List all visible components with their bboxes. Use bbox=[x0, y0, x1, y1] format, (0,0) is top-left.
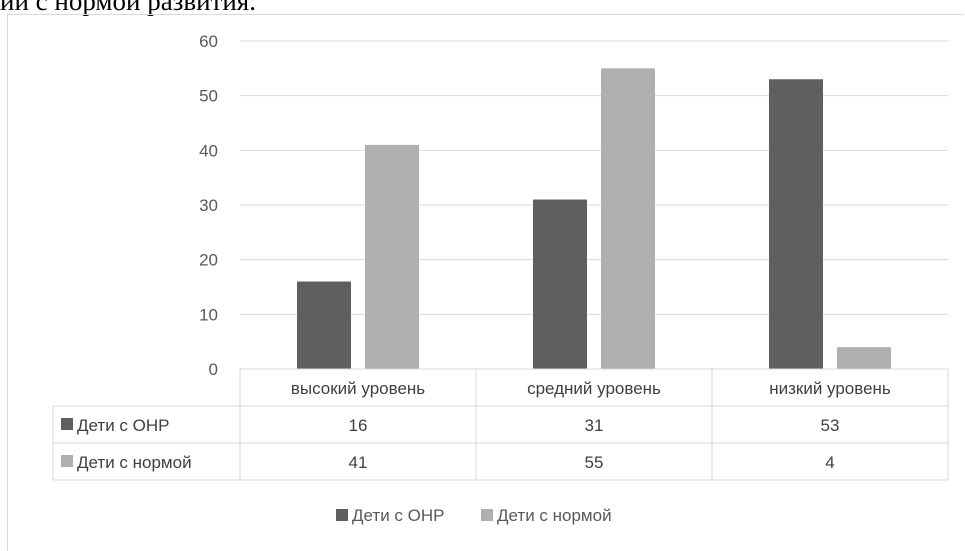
y-tick-label: 30 bbox=[199, 196, 218, 215]
data-table-value: 31 bbox=[585, 416, 604, 435]
data-table-value: 53 bbox=[821, 416, 840, 435]
data-table-value: 4 bbox=[825, 453, 834, 472]
bar-norm bbox=[601, 68, 655, 369]
legend-key bbox=[481, 509, 493, 521]
document-caption-text: ии с нормой развития. bbox=[0, 0, 256, 16]
data-table-value: 41 bbox=[349, 453, 368, 472]
table-series-label: Дети с ОНР bbox=[77, 416, 169, 435]
legend-key bbox=[336, 509, 348, 521]
y-tick-label: 10 bbox=[199, 305, 218, 324]
y-tick-label: 0 bbox=[209, 360, 218, 379]
category-label: низкий уровень bbox=[769, 379, 891, 398]
category-label: средний уровень bbox=[527, 379, 661, 398]
y-tick-label: 20 bbox=[199, 251, 218, 270]
table-series-label: Дети с нормой bbox=[77, 453, 192, 472]
bar-norm bbox=[837, 347, 891, 369]
bar-norm bbox=[365, 144, 419, 369]
bar-onr bbox=[297, 281, 351, 369]
y-tick-label: 50 bbox=[199, 87, 218, 106]
data-table-value: 55 bbox=[585, 453, 604, 472]
category-label: высокий уровень bbox=[291, 379, 425, 398]
chart-frame bbox=[7, 14, 964, 551]
table-legend-key bbox=[61, 455, 73, 467]
y-tick-label: 60 bbox=[199, 32, 218, 51]
legend-entry: Дети с нормой bbox=[497, 506, 612, 525]
bar-onr bbox=[769, 79, 823, 370]
legend-entry: Дети с ОНР bbox=[352, 506, 444, 525]
y-tick-label: 40 bbox=[199, 141, 218, 160]
bar-onr bbox=[533, 199, 587, 369]
table-legend-key bbox=[61, 418, 73, 430]
data-table-value: 16 bbox=[349, 416, 368, 435]
